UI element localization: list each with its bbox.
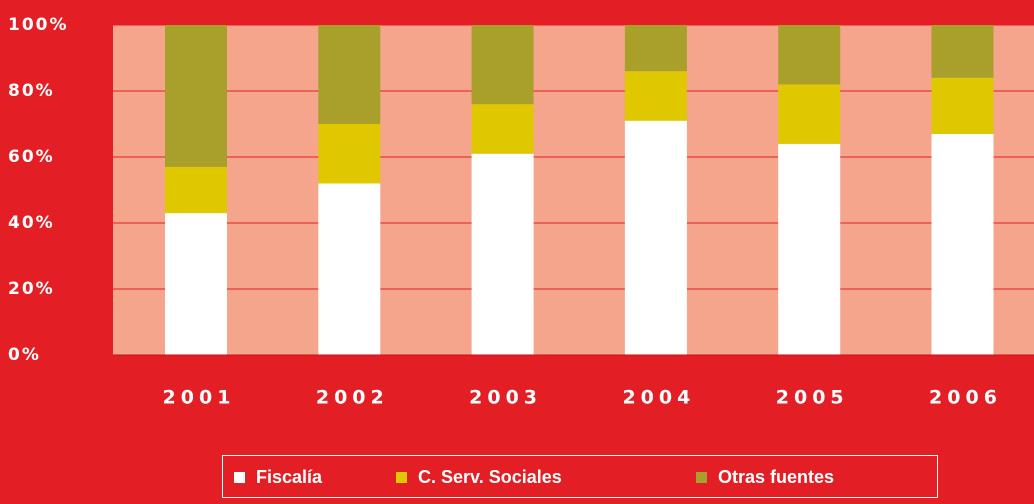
bar-segment — [318, 25, 381, 124]
x-tick-label: 2001 — [163, 387, 236, 409]
bar-segment — [778, 25, 841, 85]
legend-label: C. Serv. Sociales — [418, 467, 562, 487]
bar-segment — [778, 143, 841, 355]
legend-label: Otras fuentes — [718, 467, 834, 487]
y-tick-label: 20% — [8, 279, 55, 299]
legend-label: Fiscalía — [256, 467, 323, 487]
bar-segment — [471, 153, 534, 355]
bar-segment — [318, 183, 381, 355]
y-tick-label: 80% — [8, 81, 55, 101]
x-tick-label: 2004 — [622, 387, 695, 409]
y-tick-label: 100% — [8, 15, 69, 35]
legend-swatch — [396, 472, 407, 483]
bar-segment — [624, 25, 687, 72]
x-tick-label: 2003 — [469, 387, 542, 409]
bar-segment — [471, 25, 534, 105]
bar-segment — [931, 133, 994, 355]
bar-segment — [165, 213, 227, 355]
x-tick-label: 2006 — [929, 387, 1002, 409]
bar-segment — [624, 71, 687, 121]
bar-segment — [931, 77, 994, 134]
y-tick-label: 60% — [8, 147, 55, 167]
bar-segment — [931, 25, 994, 78]
x-tick-label: 2002 — [316, 387, 389, 409]
bar-segment — [778, 84, 841, 144]
bar-segment — [165, 25, 227, 167]
x-tick-label: 2005 — [776, 387, 849, 409]
bar-segment — [318, 124, 381, 184]
bar-segment — [165, 166, 227, 214]
legend-swatch — [234, 472, 245, 483]
bar-segment — [471, 104, 534, 154]
y-tick-label: 0% — [8, 345, 41, 365]
bar-segment — [624, 120, 687, 355]
y-tick-label: 40% — [8, 213, 55, 233]
legend-swatch — [696, 472, 707, 483]
plot-area — [113, 25, 1034, 355]
legend-box — [222, 455, 938, 498]
